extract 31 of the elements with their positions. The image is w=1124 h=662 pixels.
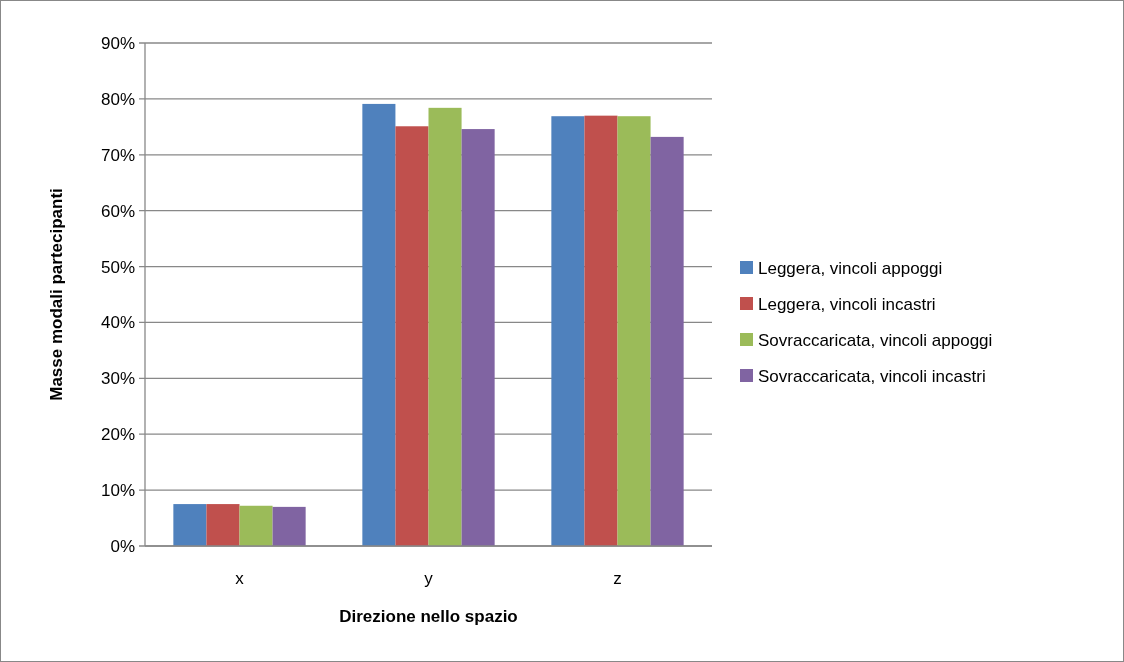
legend-label: Leggera, vincoli appoggi [758,258,943,278]
legend-label: Sovraccaricata, vincoli appoggi [758,330,993,350]
bar [650,136,684,546]
x-tick-label: x [235,569,245,588]
y-tick-label: 30% [100,369,135,389]
y-tick-label: 80% [100,89,135,109]
y-tick-label: 40% [100,313,135,333]
y-tick-label: 50% [100,257,135,277]
y-axis-title: Masse modali partecipanti [47,188,66,401]
bar [428,107,462,546]
y-tick-label: 0% [110,536,135,556]
x-axis-title: Direzione nello spazio [339,607,518,626]
y-tick-label: 90% [100,33,135,53]
bar [584,115,618,546]
bar [395,126,429,546]
legend-label: Sovraccaricata, vincoli incastri [758,366,986,386]
bar [617,116,651,546]
y-tick-label: 60% [100,201,135,221]
y-tick-label: 20% [100,425,135,445]
x-tick-label: y [424,569,434,588]
x-tick-label: z [613,569,622,588]
legend-label: Leggera, vincoli incastri [758,294,936,314]
bar [272,506,306,546]
y-tick-label: 10% [100,481,135,501]
bar [461,129,495,546]
y-tick-label: 70% [100,145,135,165]
bar [239,505,273,546]
bar [551,116,585,546]
bar [362,103,396,546]
bar [206,504,240,546]
bar [173,504,207,546]
